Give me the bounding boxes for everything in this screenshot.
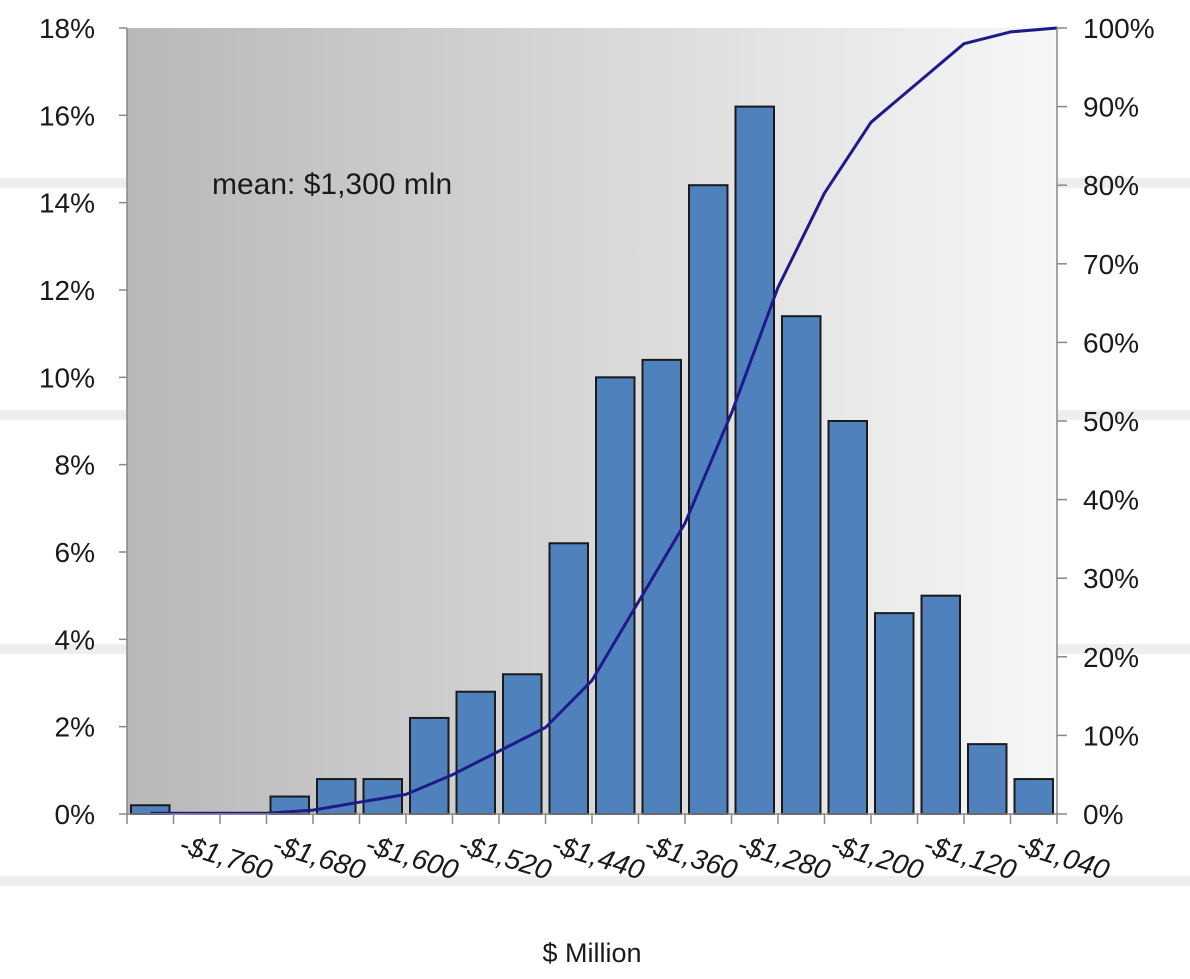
right-tick-label: 10% <box>1083 720 1139 751</box>
x-axis-title: $ Million <box>542 938 641 968</box>
histogram-bar <box>595 376 636 815</box>
left-tick-label: 0% <box>55 799 95 830</box>
right-tick-label: 100% <box>1083 13 1155 44</box>
histogram-bar <box>548 542 589 815</box>
left-tick-label: 4% <box>55 624 95 655</box>
histogram-bar <box>920 594 961 816</box>
right-tick-label: 80% <box>1083 170 1139 201</box>
right-tick-label: 50% <box>1083 406 1139 437</box>
left-tick-label: 18% <box>39 13 95 44</box>
histogram-bar <box>827 420 868 815</box>
mean-annotation: mean: $1,300 mln <box>212 168 452 201</box>
histogram-bar <box>409 716 450 816</box>
left-tick-label: 6% <box>55 537 95 568</box>
right-tick-label: 90% <box>1083 92 1139 123</box>
histogram-bar <box>781 315 822 815</box>
right-tick-label: 30% <box>1083 563 1139 594</box>
histogram-bar <box>967 743 1008 816</box>
right-tick-label: 60% <box>1083 327 1139 358</box>
left-tick-label: 2% <box>55 712 95 743</box>
histogram-bar <box>455 690 496 816</box>
background-band <box>0 876 1190 886</box>
left-tick-label: 12% <box>39 275 95 306</box>
left-tick-label: 14% <box>39 188 95 219</box>
right-tick-label: 40% <box>1083 485 1139 516</box>
histogram-bar <box>874 612 915 816</box>
left-tick-label: 16% <box>39 100 95 131</box>
left-tick-label: 10% <box>39 362 95 393</box>
right-tick-label: 0% <box>1083 799 1123 830</box>
right-tick-label: 20% <box>1083 642 1139 673</box>
histogram-bar <box>502 673 543 815</box>
right-tick-label: 70% <box>1083 249 1139 280</box>
histogram-bar <box>734 105 775 816</box>
histogram-bar <box>1013 778 1054 815</box>
cumulative-line <box>150 26 1058 815</box>
left-tick-label: 8% <box>55 450 95 481</box>
plot-area <box>127 28 1057 814</box>
